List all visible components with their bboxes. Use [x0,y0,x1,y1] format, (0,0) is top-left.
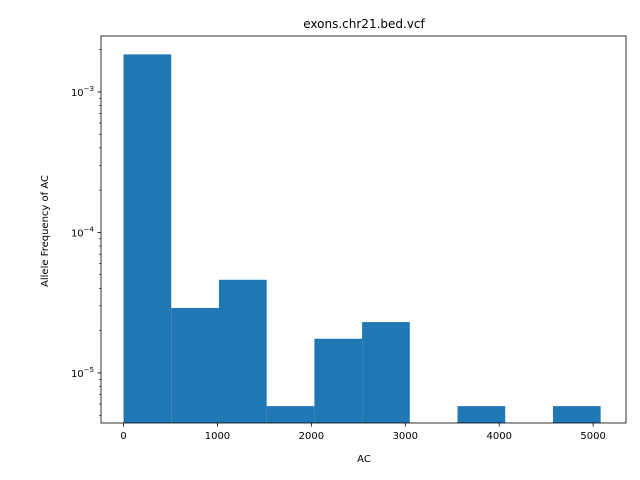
x-tick-label-4: 4000 [486,431,511,442]
histogram-bar-4 [314,338,363,423]
histogram-bar-2 [218,279,267,423]
x-tick-label-1: 1000 [205,431,230,442]
plot-frame [100,35,627,424]
x-tick-label-2: 2000 [299,431,324,442]
bars-group [123,54,601,424]
histogram-bar-3 [266,406,315,423]
y-tick-label-1: 10−4 [71,225,95,239]
x-axis-label: AC [357,454,371,465]
x-tick-label-5: 5000 [580,431,605,442]
y-tick-label-0: 10−5 [71,366,94,380]
histogram-bar-7 [552,406,601,423]
y-tick-label-2: 10−3 [71,85,94,99]
chart-title: exons.chr21.bed.vcf [303,17,425,31]
y-axis-label: Allele Frequency of AC [40,175,51,287]
axes-group: 0 1000 2000 3000 4000 5000 10−5 10−4 10−3 [71,35,627,442]
histogram-bar-0 [123,54,172,424]
histogram-bar-1 [171,307,219,423]
x-tick-label-3: 3000 [393,431,418,442]
x-tick-label-0: 0 [120,431,126,442]
histogram-bar-6 [457,406,506,423]
histogram-bar-5 [362,322,410,423]
